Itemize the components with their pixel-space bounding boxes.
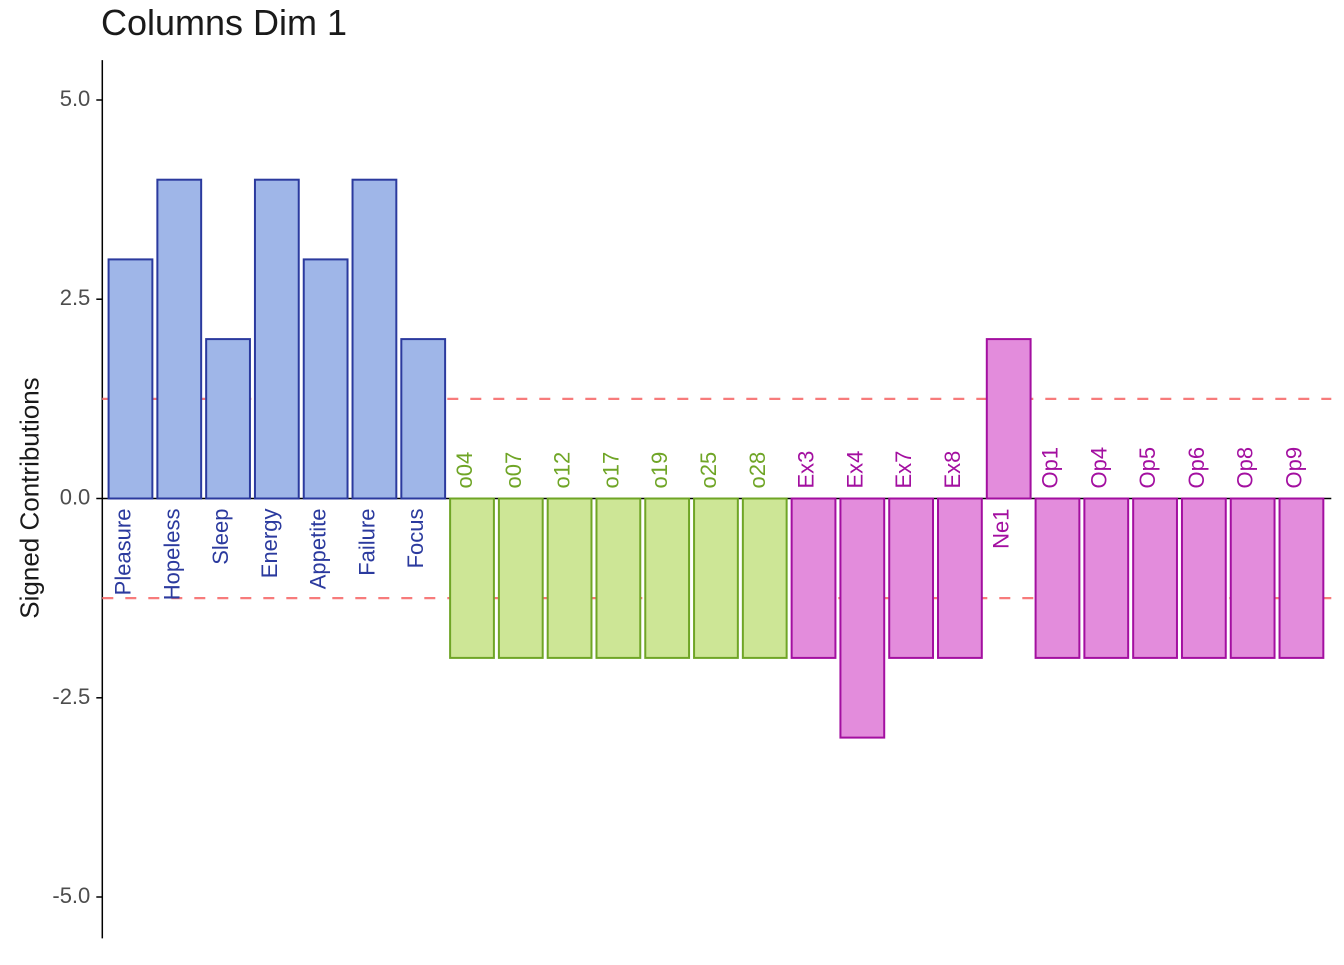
svg-text:o28: o28: [745, 452, 770, 489]
svg-text:Op8: Op8: [1233, 447, 1258, 489]
svg-text:o19: o19: [647, 452, 672, 489]
svg-text:Ex8: Ex8: [940, 451, 965, 489]
svg-text:Pleasure: Pleasure: [110, 509, 135, 596]
svg-text:o17: o17: [598, 452, 623, 489]
svg-text:Ex3: Ex3: [794, 451, 819, 489]
svg-text:Ne1: Ne1: [989, 508, 1014, 548]
svg-text:-5.0: -5.0: [52, 883, 90, 908]
svg-text:Op4: Op4: [1086, 447, 1111, 489]
svg-text:o07: o07: [501, 452, 526, 489]
svg-text:Hopeless: Hopeless: [159, 509, 184, 601]
svg-text:Focus: Focus: [403, 509, 428, 569]
svg-text:Ex7: Ex7: [891, 451, 916, 489]
svg-text:o12: o12: [550, 452, 575, 489]
svg-text:Op1: Op1: [1037, 447, 1062, 489]
svg-text:0.0: 0.0: [60, 485, 91, 510]
svg-text:Failure: Failure: [354, 509, 379, 576]
svg-text:Op5: Op5: [1135, 447, 1160, 489]
svg-text:-2.5: -2.5: [52, 684, 90, 709]
svg-text:Op9: Op9: [1281, 447, 1306, 489]
svg-text:2.5: 2.5: [60, 285, 91, 310]
svg-text:5.0: 5.0: [60, 86, 91, 111]
svg-text:Energy: Energy: [257, 509, 282, 579]
svg-text:Ex4: Ex4: [842, 451, 867, 489]
svg-text:o04: o04: [452, 452, 477, 489]
svg-text:Op6: Op6: [1184, 447, 1209, 489]
svg-text:Appetite: Appetite: [306, 509, 331, 590]
svg-text:Sleep: Sleep: [208, 509, 233, 565]
svg-text:o25: o25: [696, 452, 721, 489]
